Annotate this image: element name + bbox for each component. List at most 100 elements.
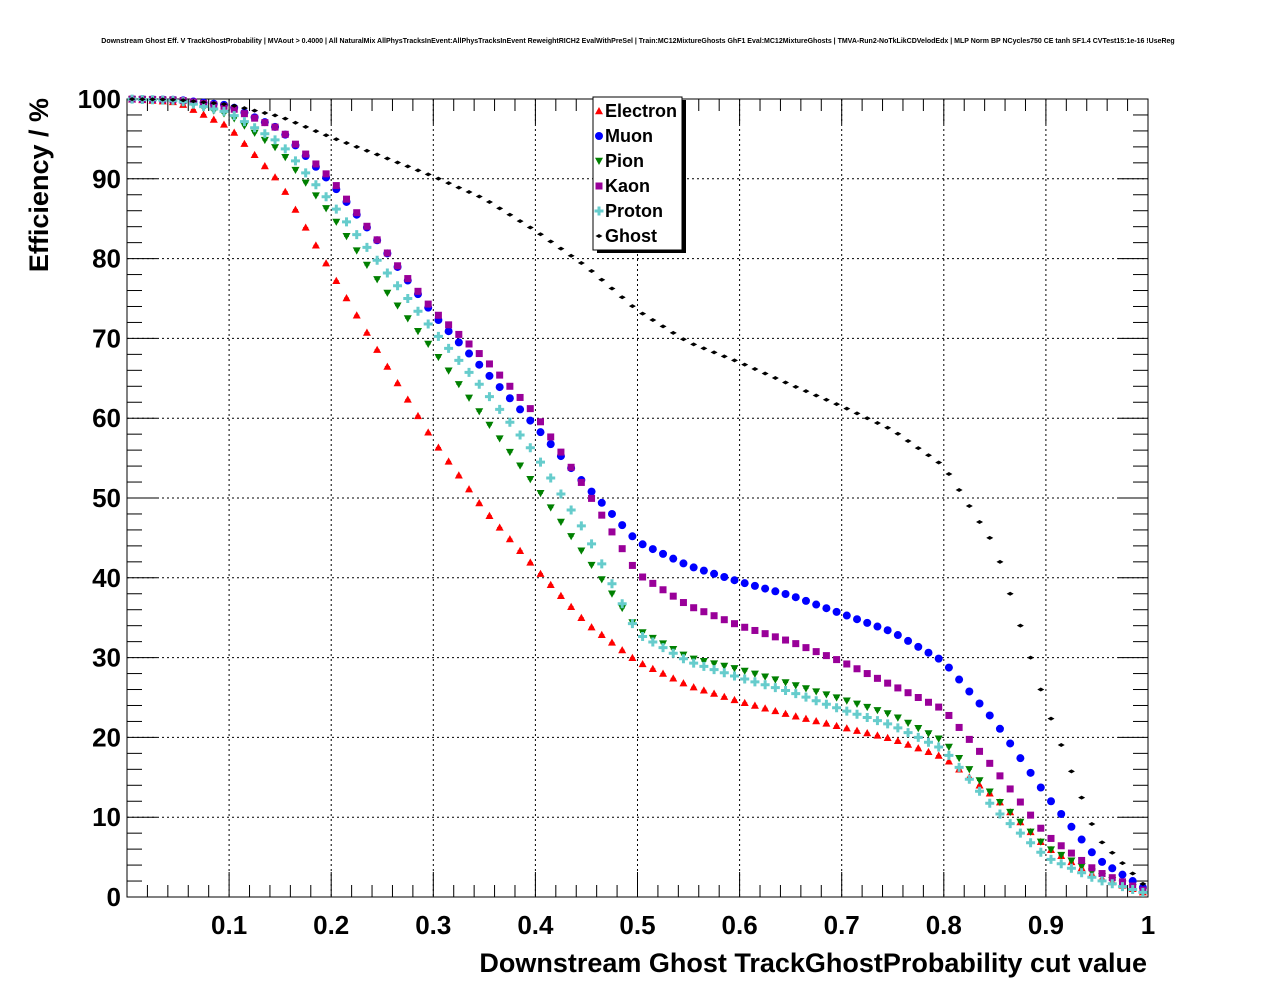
legend-marker-electron bbox=[595, 107, 603, 115]
data-point bbox=[689, 658, 699, 668]
data-point bbox=[914, 744, 923, 752]
data-point bbox=[852, 709, 862, 719]
data-point bbox=[699, 661, 709, 671]
data-point bbox=[821, 699, 831, 709]
data-point bbox=[393, 302, 402, 310]
data-point bbox=[413, 306, 423, 316]
data-point bbox=[1098, 857, 1107, 866]
data-point bbox=[853, 665, 861, 673]
data-point bbox=[485, 199, 493, 204]
data-point bbox=[955, 723, 963, 731]
data-point bbox=[904, 438, 912, 443]
legend-marker-muon bbox=[595, 132, 603, 140]
data-point bbox=[1088, 821, 1096, 826]
data-point bbox=[588, 494, 596, 502]
data-point bbox=[537, 232, 545, 237]
data-point bbox=[128, 97, 136, 102]
data-point bbox=[924, 648, 933, 657]
data-point bbox=[290, 156, 300, 166]
x-tick-label: 0.4 bbox=[517, 910, 554, 940]
data-point bbox=[1087, 872, 1097, 882]
data-point bbox=[1078, 795, 1086, 800]
data-point bbox=[976, 519, 984, 524]
data-point bbox=[923, 737, 933, 747]
data-point bbox=[1027, 811, 1035, 819]
data-point bbox=[782, 636, 790, 644]
data-point bbox=[802, 644, 810, 652]
data-point bbox=[557, 246, 565, 251]
data-point bbox=[1006, 785, 1014, 793]
data-point bbox=[525, 443, 535, 453]
data-point bbox=[904, 636, 913, 645]
data-point bbox=[362, 261, 371, 269]
data-point bbox=[465, 190, 473, 195]
data-point bbox=[944, 743, 953, 751]
data-point bbox=[1138, 887, 1148, 897]
data-point bbox=[679, 337, 687, 342]
data-point bbox=[618, 604, 627, 613]
data-point bbox=[741, 623, 749, 631]
data-point bbox=[761, 371, 769, 376]
data-point bbox=[1118, 870, 1127, 879]
data-point bbox=[496, 371, 504, 379]
data-point bbox=[209, 104, 219, 114]
data-point bbox=[965, 766, 974, 774]
data-point bbox=[1016, 818, 1025, 826]
x-tick-label: 0.3 bbox=[415, 910, 451, 940]
data-point bbox=[658, 643, 668, 653]
data-point bbox=[904, 719, 913, 727]
data-point bbox=[618, 521, 627, 530]
data-point bbox=[924, 453, 932, 458]
data-point bbox=[526, 558, 535, 566]
data-point bbox=[791, 712, 800, 720]
data-point bbox=[996, 772, 1004, 780]
data-point bbox=[995, 724, 1004, 733]
data-point bbox=[1057, 842, 1065, 850]
data-point bbox=[414, 287, 422, 295]
data-point bbox=[485, 421, 494, 429]
y-tick-label: 80 bbox=[92, 244, 121, 274]
data-point bbox=[710, 660, 719, 668]
data-point bbox=[1117, 882, 1127, 892]
data-point bbox=[567, 533, 576, 541]
data-point bbox=[577, 478, 585, 486]
data-point bbox=[985, 788, 994, 796]
data-point bbox=[454, 338, 463, 347]
data-point bbox=[863, 729, 872, 737]
data-point bbox=[873, 674, 881, 682]
data-point bbox=[576, 521, 586, 531]
data-point bbox=[1107, 879, 1117, 889]
x-tick-label: 0.7 bbox=[824, 910, 860, 940]
data-point bbox=[833, 656, 841, 664]
data-point bbox=[597, 498, 606, 507]
data-point bbox=[342, 217, 352, 227]
data-point bbox=[648, 664, 657, 672]
data-point bbox=[720, 616, 728, 624]
data-point bbox=[444, 343, 454, 353]
data-point bbox=[628, 532, 637, 541]
data-point bbox=[608, 528, 616, 536]
data-point bbox=[382, 268, 392, 278]
data-point bbox=[1097, 876, 1107, 886]
data-point bbox=[863, 618, 872, 627]
data-point bbox=[1006, 739, 1015, 748]
data-point bbox=[791, 689, 801, 699]
data-point bbox=[914, 725, 923, 733]
data-point bbox=[516, 393, 524, 401]
series-proton bbox=[127, 94, 1148, 897]
data-point bbox=[843, 660, 851, 668]
data-point bbox=[648, 545, 657, 554]
data-point bbox=[301, 179, 310, 187]
data-point bbox=[414, 168, 422, 173]
data-point bbox=[934, 742, 944, 752]
data-point bbox=[383, 156, 391, 161]
legend-marker-pion bbox=[595, 157, 603, 165]
data-point bbox=[526, 476, 535, 484]
data-point bbox=[934, 735, 943, 743]
data-point bbox=[229, 111, 239, 121]
data-point bbox=[547, 239, 555, 244]
data-point bbox=[720, 662, 729, 670]
data-point bbox=[894, 431, 902, 436]
data-point bbox=[914, 446, 922, 451]
data-point bbox=[445, 321, 453, 329]
